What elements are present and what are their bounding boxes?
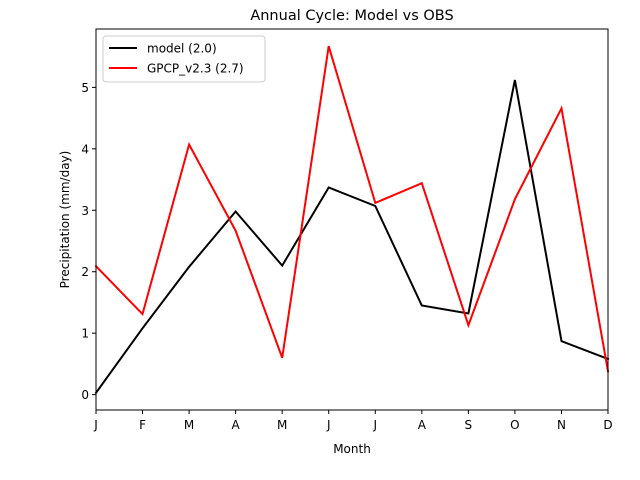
legend-box <box>102 35 266 83</box>
x-tick-label: N <box>557 418 566 432</box>
x-tick-label: M <box>277 418 287 432</box>
plot-lines <box>94 45 610 395</box>
x-tick-label: J <box>372 418 377 432</box>
x-tick-label: M <box>184 418 194 432</box>
x-tick-label: S <box>465 418 473 432</box>
y-tick-label: 5 <box>81 81 89 95</box>
y-tick-label: 3 <box>81 204 89 218</box>
x-tick-label: D <box>603 418 612 432</box>
x-tick-label: J <box>326 418 331 432</box>
x-axis-label: Month <box>333 442 371 456</box>
y-tick-label: 1 <box>81 327 89 341</box>
y-tick-label: 2 <box>81 265 89 279</box>
x-tick-label: A <box>232 418 241 432</box>
x-tick-label: A <box>418 418 427 432</box>
y-axis: 0 1 2 3 4 5 <box>81 81 96 402</box>
x-tick-label: F <box>139 418 146 432</box>
y-tick-label: 4 <box>81 142 89 156</box>
x-tick-label: O <box>510 418 519 432</box>
legend-label-0: model (2.0) <box>147 42 217 56</box>
chart-title: Annual Cycle: Model vs OBS <box>250 8 453 24</box>
plot-area-frame <box>95 28 609 411</box>
series-line-1 <box>94 45 610 373</box>
legend: model (2.0) GPCP_v2.3 (2.7) <box>102 35 266 83</box>
legend-label-1: GPCP_v2.3 (2.7) <box>147 62 244 76</box>
series-line-0 <box>94 79 610 395</box>
x-tick-label: J <box>93 418 98 432</box>
y-axis-label: Precipitation (mm/day) <box>58 151 72 289</box>
y-tick-label: 0 <box>81 388 89 402</box>
